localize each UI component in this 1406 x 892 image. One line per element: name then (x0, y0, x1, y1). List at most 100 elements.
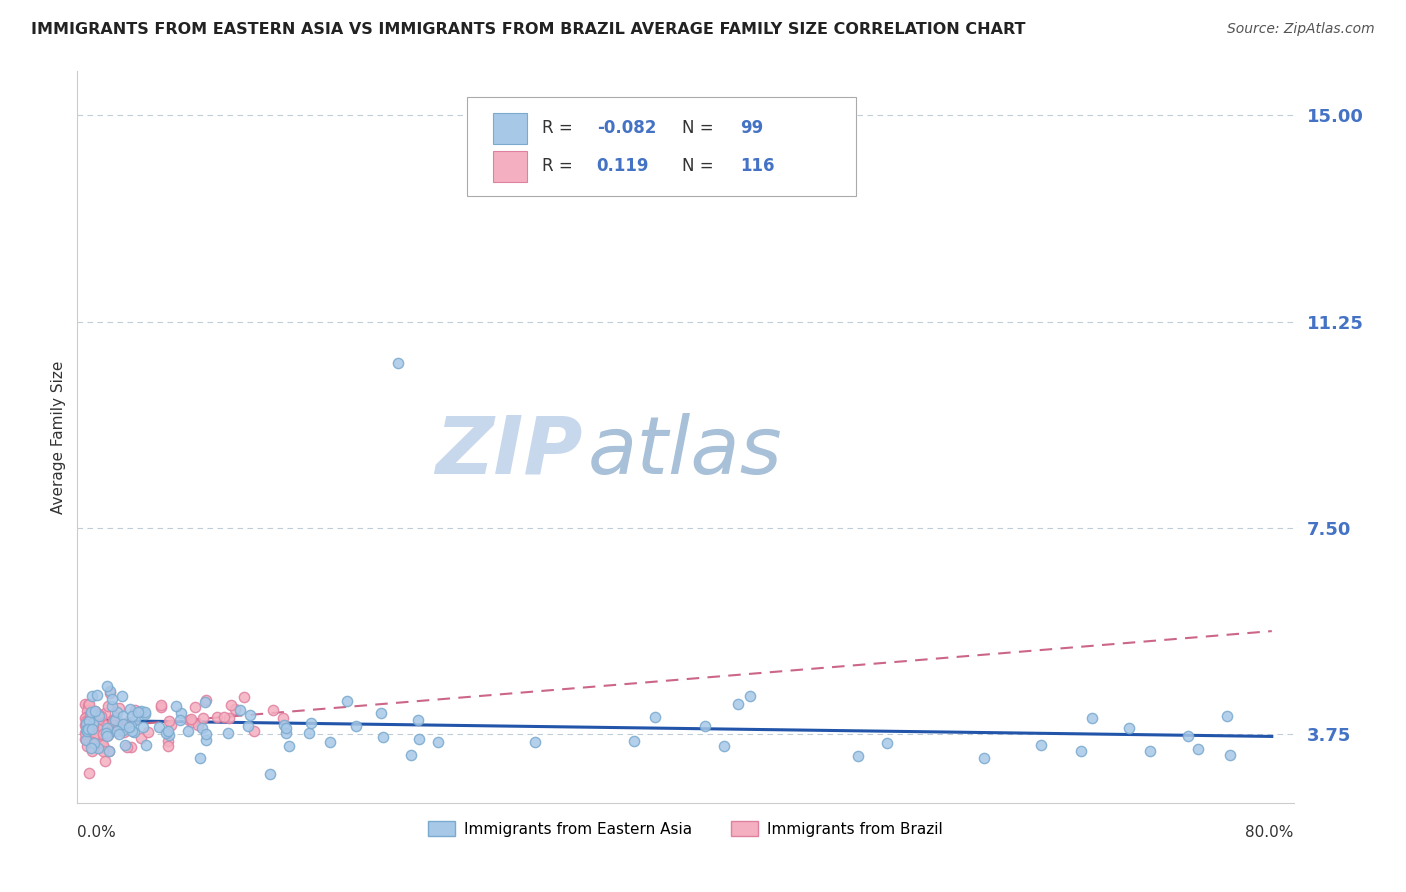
Text: 0.0%: 0.0% (77, 825, 117, 839)
Text: 80.0%: 80.0% (1246, 825, 1294, 839)
Point (243, 723, 266, 738)
Point (86, 688, 108, 702)
Point (155, 726, 177, 740)
Point (76, 722, 98, 736)
Text: Source: ZipAtlas.com: Source: ZipAtlas.com (1227, 22, 1375, 37)
Point (524, 735, 547, 749)
Point (134, 705, 156, 719)
Point (169, 713, 191, 727)
Point (87, 722, 110, 736)
Point (336, 694, 359, 708)
Point (80, 705, 103, 719)
Point (224, 702, 246, 716)
Point (77, 698, 100, 712)
Point (77, 723, 100, 737)
Point (1031, 739, 1053, 753)
Point (73, 726, 96, 740)
Point (112, 724, 135, 739)
Point (427, 735, 450, 749)
Point (76, 698, 98, 712)
Point (121, 708, 143, 723)
Point (169, 706, 191, 721)
Point (112, 717, 135, 731)
Point (1215, 708, 1237, 723)
Point (98, 743, 121, 757)
Point (93, 741, 115, 756)
Point (79, 709, 101, 723)
Point (105, 705, 128, 719)
Point (194, 695, 217, 709)
Point (114, 720, 136, 734)
Point (1139, 743, 1161, 757)
Point (97, 728, 120, 742)
Point (1118, 721, 1140, 735)
Point (80, 718, 103, 732)
Point (83, 732, 105, 747)
Point (1080, 711, 1102, 725)
Point (713, 739, 735, 754)
Point (91, 717, 114, 731)
Point (91, 728, 114, 742)
Text: -0.082: -0.082 (596, 120, 657, 137)
Point (344, 719, 367, 733)
Point (149, 700, 172, 714)
Point (274, 721, 297, 735)
Point (84, 716, 107, 731)
Point (76, 724, 98, 739)
Point (77, 723, 100, 737)
Point (408, 732, 430, 747)
Point (91, 744, 114, 758)
Point (120, 740, 142, 755)
Point (108, 701, 131, 715)
Point (75, 725, 97, 739)
Point (195, 727, 218, 741)
Point (76, 710, 98, 724)
Point (84, 704, 107, 718)
Legend: Immigrants from Eastern Asia, Immigrants from Brazil: Immigrants from Eastern Asia, Immigrants… (422, 814, 949, 843)
Point (149, 698, 172, 712)
Point (1219, 747, 1241, 762)
Point (219, 698, 242, 712)
Point (82, 718, 104, 732)
Point (271, 711, 294, 725)
Point (1070, 744, 1092, 758)
Point (73, 711, 96, 725)
Point (157, 728, 180, 742)
Point (239, 708, 262, 723)
Point (86, 723, 108, 737)
Point (80, 705, 103, 719)
Text: 99: 99 (740, 120, 763, 137)
Point (181, 715, 204, 730)
Point (79, 715, 101, 730)
Point (75, 720, 97, 734)
Point (96, 721, 118, 735)
Point (120, 701, 142, 715)
Point (693, 719, 716, 733)
Point (194, 693, 217, 707)
Point (156, 739, 179, 754)
Point (80, 715, 103, 730)
Point (75, 731, 97, 746)
Point (87, 709, 110, 723)
Point (111, 723, 134, 738)
Point (80, 722, 103, 736)
Point (644, 710, 666, 724)
Point (114, 738, 136, 752)
Point (111, 709, 134, 723)
Point (80, 689, 103, 703)
Point (117, 715, 139, 730)
Point (148, 720, 170, 734)
Bar (494, 151, 527, 182)
Point (77, 712, 100, 726)
Point (157, 714, 180, 728)
Point (180, 713, 202, 727)
Point (207, 710, 229, 724)
Point (370, 706, 392, 721)
Point (87, 731, 110, 746)
Point (80, 726, 103, 740)
Point (129, 705, 152, 719)
Point (77, 733, 100, 747)
Point (105, 714, 128, 729)
Point (75, 732, 97, 747)
Point (738, 690, 761, 704)
